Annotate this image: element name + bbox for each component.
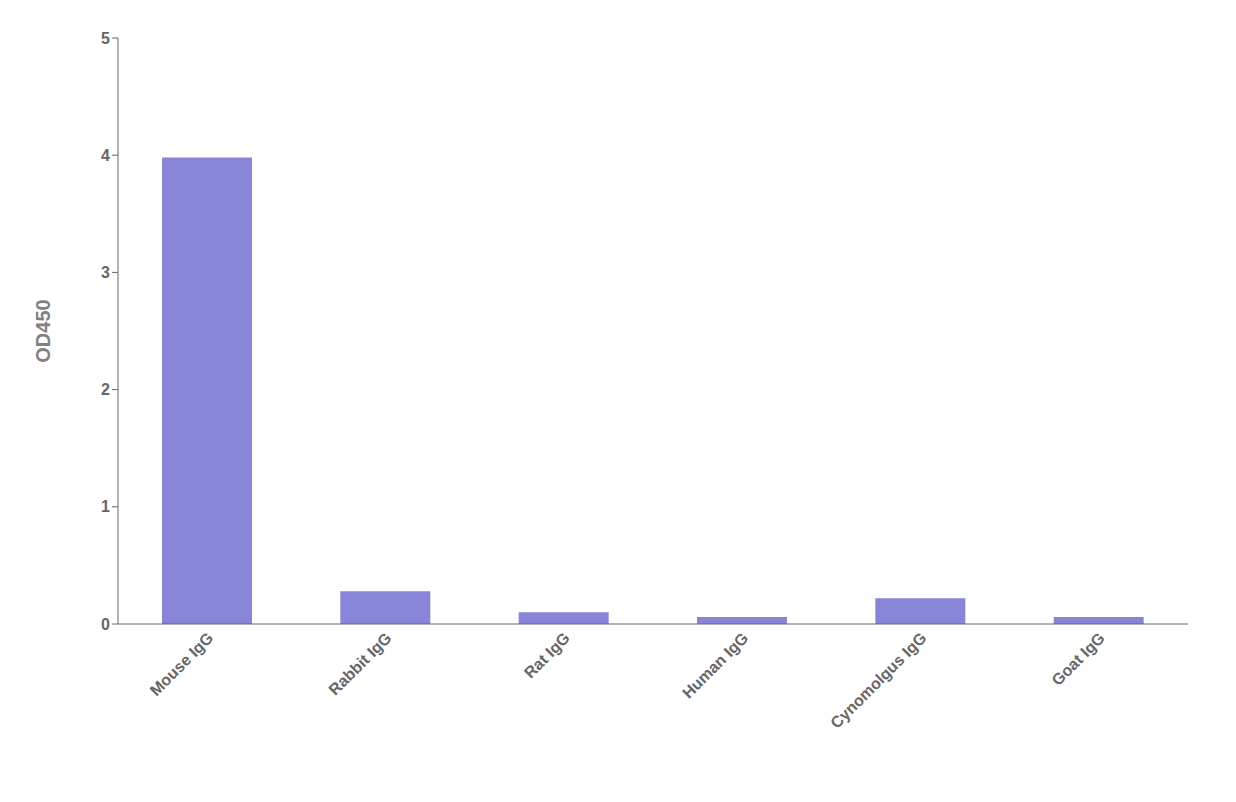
svg-text:Rabbit IgG: Rabbit IgG <box>325 629 394 698</box>
svg-text:Mouse IgG: Mouse IgG <box>147 629 217 699</box>
svg-text:Rat IgG: Rat IgG <box>521 629 573 681</box>
svg-text:5: 5 <box>101 30 110 47</box>
svg-text:OD450: OD450 <box>32 299 54 362</box>
svg-text:4: 4 <box>101 147 110 164</box>
svg-text:Human IgG: Human IgG <box>679 629 751 701</box>
svg-text:Goat IgG: Goat IgG <box>1048 629 1108 689</box>
svg-text:3: 3 <box>101 264 110 281</box>
svg-text:1: 1 <box>101 498 110 515</box>
svg-text:0: 0 <box>101 616 110 633</box>
svg-text:2: 2 <box>101 381 110 398</box>
svg-text:Cynomolgus IgG: Cynomolgus IgG <box>827 629 930 732</box>
